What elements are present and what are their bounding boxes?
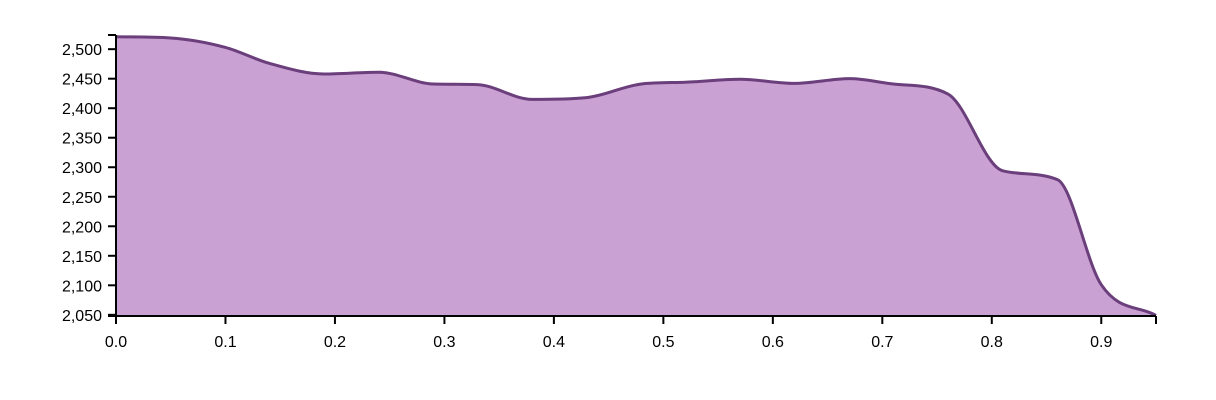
- plot-area: [115, 35, 1157, 317]
- y-tick-label: 2,400: [62, 101, 102, 118]
- y-tick-label: 2,150: [62, 249, 102, 266]
- y-tick-label: 2,200: [62, 219, 102, 236]
- x-tick-label: 0.7: [871, 334, 893, 351]
- x-tick-label: 0.9: [1090, 334, 1112, 351]
- y-tick-label: 2,100: [62, 278, 102, 295]
- y-tick-label: 2,300: [62, 160, 102, 177]
- x-tick-label: 0.4: [543, 334, 565, 351]
- y-tick-label: 2,050: [62, 308, 102, 325]
- x-tick-label: 0.5: [652, 334, 674, 351]
- x-tick-label: 0.1: [214, 334, 236, 351]
- x-tick-label: 0.8: [981, 334, 1003, 351]
- area-fill: [116, 36, 1156, 317]
- x-tick-label: 0.0: [105, 334, 127, 351]
- x-tick-label: 0.2: [324, 334, 346, 351]
- y-tick-label: 2,350: [62, 131, 102, 148]
- series-line: [115, 35, 1157, 317]
- y-tick-label: 2,250: [62, 190, 102, 207]
- x-axis: 0.0 0.1 0.2 0.3 0.4 0.5 0.6 0.7 0.8 0.9: [105, 315, 1157, 351]
- y-tick-label: 2,450: [62, 72, 102, 89]
- x-tick-label: 0.3: [433, 334, 455, 351]
- y-tick-label: 2,500: [62, 42, 102, 59]
- y-axis: 2,050 2,100 2,150 2,200 2,250 2,300 2,350 2,400…: [62, 34, 117, 325]
- x-tick-label: 0.6: [762, 334, 784, 351]
